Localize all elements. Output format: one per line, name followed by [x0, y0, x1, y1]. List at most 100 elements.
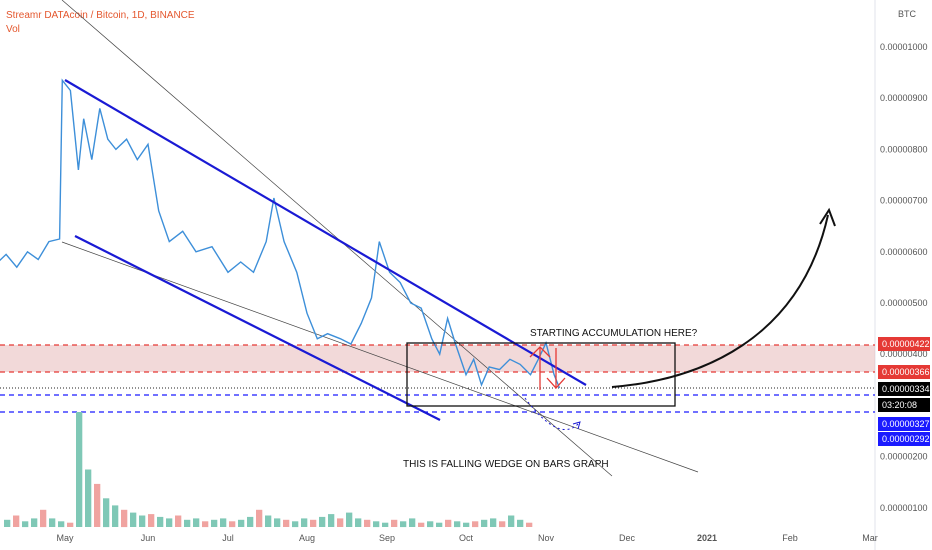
- volume-bar: [283, 519, 290, 527]
- time-axis-tick-4: Sep: [379, 533, 395, 543]
- volume-bar: [13, 515, 20, 527]
- price-tag-label-1: 0.00000366: [882, 367, 930, 377]
- volume-bar: [184, 519, 191, 527]
- projection-dotted-curve: [524, 397, 581, 431]
- time-axis-tick-10: Mar: [862, 533, 878, 543]
- volume-bar: [166, 518, 173, 527]
- price-tag-0: 0.00000422: [878, 337, 930, 351]
- volume-bar: [202, 521, 209, 528]
- volume-bar: [130, 512, 137, 527]
- time-axis-tick-1: Jun: [141, 533, 156, 543]
- time-axis-tick-8: 2021: [697, 533, 717, 543]
- volume-label: Vol: [6, 24, 20, 35]
- volume-bar: [508, 515, 515, 527]
- volume-bar: [481, 519, 488, 527]
- volume-bar: [319, 516, 326, 527]
- volume-bar: [49, 518, 56, 527]
- volume-bar: [445, 519, 452, 527]
- symbol-title: Streamr DATAcoin / Bitcoin, 1D, BINANCE: [6, 10, 195, 21]
- volume-indicator-label: Vol: [6, 24, 20, 35]
- volume-bar: [328, 514, 335, 527]
- price-axis-tick-2: 0.00000800: [880, 144, 928, 154]
- volume-bar: [211, 519, 218, 527]
- volume-bar: [238, 519, 245, 527]
- price-tag-label-2: 0.00000334: [882, 384, 930, 394]
- volume-bar: [391, 519, 398, 527]
- price-axis-tick-5: 0.00000500: [880, 298, 928, 308]
- target-arrow-curve: [611, 214, 829, 388]
- volume-bar: [526, 522, 533, 527]
- price-tag-box-2: [878, 382, 930, 396]
- price-tag-2: 0.00000334: [878, 382, 930, 396]
- volume-bars: [4, 412, 533, 528]
- volume-bar: [4, 519, 11, 527]
- lower-trendline: [61, 241, 699, 473]
- price-tag-1: 0.00000366: [878, 365, 930, 379]
- volume-bar: [220, 518, 227, 527]
- time-axis-ticks: May Jun Jul Aug Sep Oct Nov Dec 2021 Feb Mar: [56, 533, 877, 543]
- volume-bar: [175, 515, 182, 527]
- price-tag-box-5: [878, 432, 930, 446]
- volume-bar: [472, 521, 479, 528]
- time-axis-tick-0: May: [56, 533, 74, 543]
- volume-bar: [85, 469, 92, 527]
- price-tag-4: 0.00000327: [878, 417, 930, 431]
- volume-bar: [139, 515, 146, 527]
- price-tag-box-0: [878, 337, 930, 351]
- price-tag-3: 03:20:08: [878, 398, 930, 412]
- volume-bar: [76, 412, 83, 527]
- price-tag-label-5: 0.00000292: [882, 434, 930, 444]
- price-tag-box-3: [878, 398, 930, 412]
- volume-bar: [40, 509, 47, 528]
- volume-bar: [157, 516, 164, 527]
- accumulation-annotation: STARTING ACCUMULATION HERE?: [530, 328, 698, 339]
- volume-bar: [490, 518, 497, 527]
- volume-bar: [94, 483, 101, 527]
- volume-bar: [355, 518, 362, 527]
- volume-bar: [463, 522, 470, 527]
- price-tag-5: 0.00000292: [878, 432, 930, 446]
- wedge-annotation: THIS IS FALLING WEDGE ON BARS GRAPH: [403, 459, 609, 470]
- chart-header: Streamr DATAcoin / Bitcoin, 1D, BINANCE: [6, 10, 195, 21]
- time-axis-tick-3: Aug: [299, 533, 315, 543]
- price-tags: 0.00000422 0.00000366 0.00000334 03:20:08 0.…: [878, 337, 930, 446]
- price-tag-label-3: 03:20:08: [882, 400, 917, 410]
- accumulation-box: [406, 342, 676, 407]
- price-tag-box-1: [878, 365, 930, 379]
- price-series-line: [0, 78, 561, 389]
- volume-bar: [301, 518, 308, 527]
- price-tag-label-4: 0.00000327: [882, 419, 930, 429]
- volume-bar: [436, 522, 443, 527]
- volume-bar: [373, 521, 380, 528]
- volume-bar: [274, 518, 281, 527]
- target-arrow-head: [819, 207, 836, 227]
- volume-bar: [427, 521, 434, 528]
- time-axis-tick-9: Feb: [782, 533, 798, 543]
- volume-bar: [346, 512, 353, 527]
- time-axis-tick-2: Jul: [222, 533, 234, 543]
- time-axis-tick-6: Nov: [538, 533, 555, 543]
- volume-bar: [229, 521, 236, 528]
- price-axis-tick-3: 0.00000700: [880, 196, 928, 206]
- volume-bar: [67, 522, 74, 527]
- volume-bar: [112, 505, 119, 527]
- volume-bar: [256, 509, 263, 528]
- measure-arrow-head-up: [529, 346, 551, 358]
- price-tag-label-0: 0.00000422: [882, 339, 930, 349]
- volume-bar: [103, 498, 110, 528]
- currency-label: BTC: [898, 9, 917, 19]
- volume-bar: [409, 518, 416, 527]
- time-axis-tick-7: Dec: [619, 533, 636, 543]
- volume-bar: [265, 515, 272, 527]
- volume-bar: [382, 522, 389, 527]
- volume-bar: [364, 519, 371, 527]
- price-axis-tick-7: 0.00000200: [880, 452, 928, 462]
- price-axis-tick-1: 0.00000900: [880, 93, 928, 103]
- volume-bar: [454, 521, 461, 528]
- wedge-lower-line: [74, 235, 441, 421]
- wedge-upper-line: [64, 79, 587, 386]
- volume-bar: [337, 518, 344, 527]
- volume-bar: [193, 518, 200, 527]
- price-axis-tick-8: 0.00000100: [880, 503, 928, 513]
